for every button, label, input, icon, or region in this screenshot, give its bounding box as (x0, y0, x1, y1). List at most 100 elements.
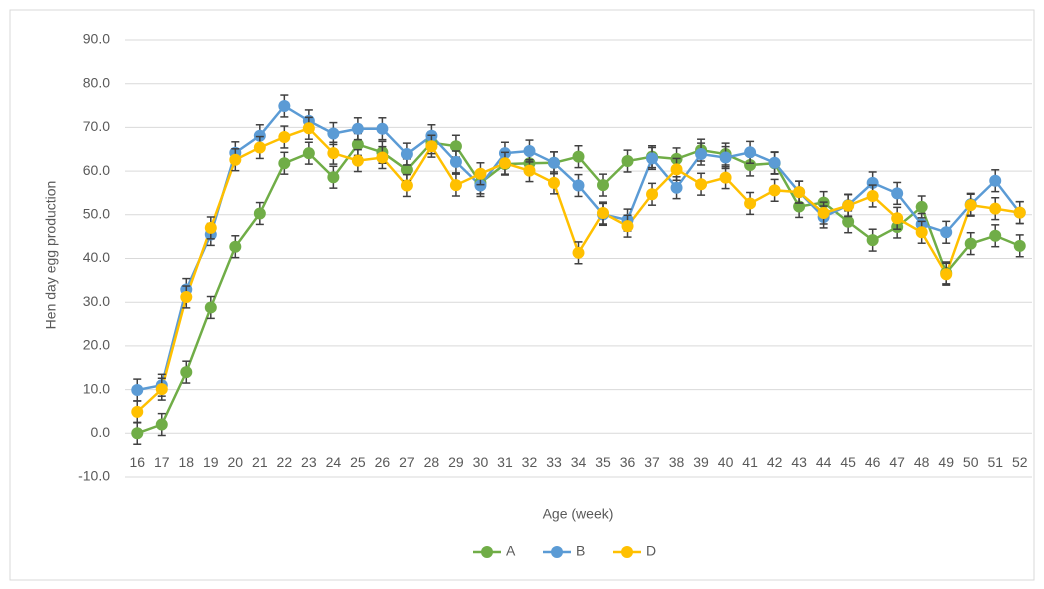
data-point (131, 427, 144, 440)
data-point (670, 181, 683, 194)
x-tick-label: 41 (742, 454, 758, 470)
data-point (768, 184, 781, 197)
x-tick-label: 49 (938, 454, 954, 470)
data-point (376, 122, 389, 135)
data-point (866, 176, 879, 189)
x-tick-label: 36 (620, 454, 636, 470)
data-point (1013, 239, 1026, 252)
x-tick-label: 46 (865, 454, 881, 470)
data-point (695, 178, 708, 191)
x-tick-label: 42 (767, 454, 783, 470)
x-tick-label: 48 (914, 454, 930, 470)
data-point (474, 179, 487, 192)
x-tick-label: 27 (399, 454, 415, 470)
data-point (400, 163, 413, 176)
legend-label: B (576, 543, 585, 559)
data-point (597, 207, 610, 220)
x-tick-label: 21 (252, 454, 268, 470)
data-point (376, 151, 389, 164)
x-tick-label: 24 (326, 454, 342, 470)
data-point (670, 163, 683, 176)
data-point (572, 179, 585, 192)
data-point (866, 234, 879, 247)
data-point (572, 246, 585, 259)
legend-label: A (506, 543, 516, 559)
data-point (327, 127, 340, 140)
data-point (523, 144, 536, 157)
data-point (940, 268, 953, 281)
data-point (744, 146, 757, 159)
data-point (842, 199, 855, 212)
x-tick-label: 35 (595, 454, 611, 470)
data-point (940, 226, 953, 239)
data-point (425, 140, 438, 153)
x-tick-label: 22 (277, 454, 293, 470)
data-point (449, 140, 462, 153)
x-tick-label: 29 (448, 454, 464, 470)
x-tick-label: 18 (178, 454, 194, 470)
x-tick-label: 20 (228, 454, 244, 470)
data-point (817, 207, 830, 220)
data-point (351, 122, 364, 135)
data-point (719, 171, 732, 184)
data-point (989, 174, 1002, 187)
data-point (621, 155, 634, 168)
x-tick-label: 50 (963, 454, 979, 470)
x-tick-label: 37 (644, 454, 660, 470)
data-point (842, 215, 855, 228)
data-point (155, 418, 168, 431)
data-point (229, 240, 242, 253)
data-point (449, 155, 462, 168)
x-tick-label: 40 (718, 454, 734, 470)
data-point (915, 226, 928, 239)
x-tick-label: 26 (375, 454, 391, 470)
data-point (646, 188, 659, 201)
data-point (498, 157, 511, 170)
y-axis-title: Hen day egg production (43, 181, 59, 330)
x-tick-label: 47 (889, 454, 905, 470)
x-tick-label: 33 (546, 454, 562, 470)
data-point (547, 176, 560, 189)
x-tick-label: 39 (693, 454, 709, 470)
legend-marker (481, 546, 493, 558)
x-tick-label: 44 (816, 454, 832, 470)
data-point (744, 197, 757, 210)
y-tick-label: 0.0 (91, 424, 111, 440)
data-point (915, 200, 928, 213)
x-tick-label: 52 (1012, 454, 1028, 470)
x-tick-label: 16 (129, 454, 145, 470)
data-point (278, 131, 291, 144)
data-point (964, 199, 977, 212)
legend-marker (551, 546, 563, 558)
x-tick-label: 23 (301, 454, 317, 470)
x-tick-label: 45 (840, 454, 856, 470)
data-point (302, 147, 315, 160)
data-point (989, 202, 1002, 215)
data-point (253, 129, 266, 142)
data-point (327, 147, 340, 160)
x-tick-label: 28 (424, 454, 440, 470)
y-tick-label: 80.0 (83, 74, 110, 90)
x-tick-label: 31 (497, 454, 513, 470)
data-point (327, 171, 340, 184)
data-point (351, 154, 364, 167)
data-point (351, 138, 364, 151)
data-point (400, 179, 413, 192)
legend-marker (621, 546, 633, 558)
data-point (547, 156, 560, 169)
data-point (719, 151, 732, 164)
data-point (793, 186, 806, 199)
y-tick-label: 90.0 (83, 31, 110, 47)
y-tick-label: 20.0 (83, 337, 110, 353)
data-point (180, 290, 193, 303)
data-point (695, 148, 708, 161)
data-point (131, 405, 144, 418)
x-tick-label: 30 (473, 454, 489, 470)
x-tick-label: 32 (522, 454, 538, 470)
data-point (229, 153, 242, 166)
x-tick-label: 34 (571, 454, 587, 470)
data-point (131, 384, 144, 397)
x-tick-label: 17 (154, 454, 170, 470)
data-point (449, 179, 462, 192)
